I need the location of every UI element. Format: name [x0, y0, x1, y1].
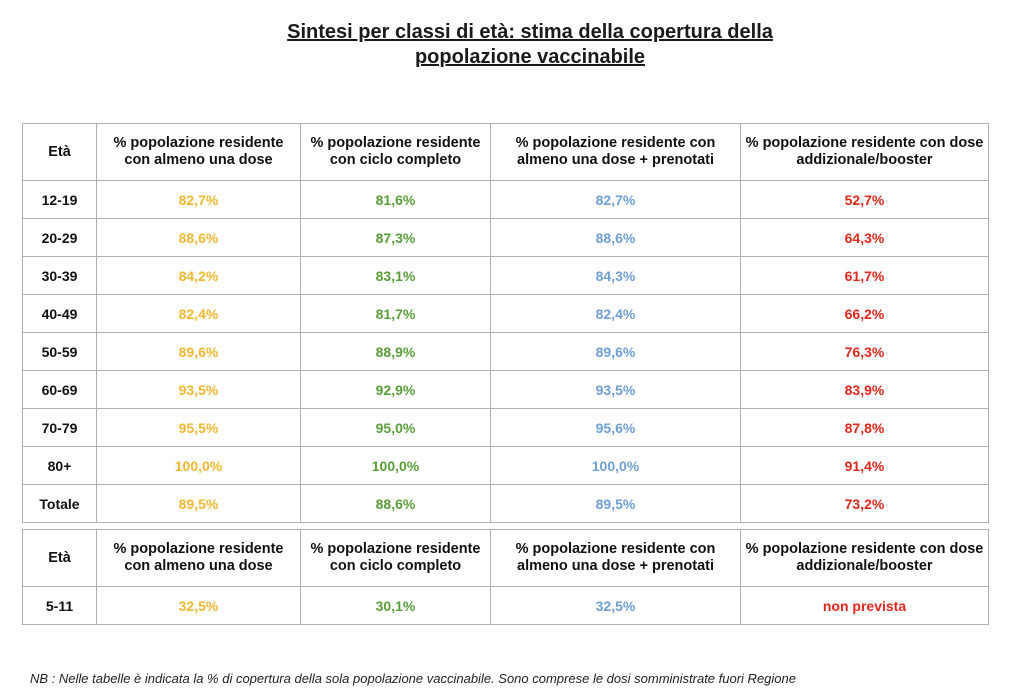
- age-cell: 5-11: [22, 586, 97, 625]
- value-cell: 95,0%: [300, 408, 491, 447]
- value-cell: 89,5%: [490, 484, 741, 523]
- age-cell: 80+: [22, 446, 97, 485]
- value-cell: 30,1%: [300, 586, 491, 625]
- coverage-table-children: Età % popolazione residente con almeno u…: [22, 529, 989, 625]
- title-line-2: popolazione vaccinabile: [414, 46, 646, 68]
- value-cell: 87,3%: [300, 218, 491, 257]
- title-line-1: Sintesi per classi di età: stima della c…: [287, 21, 773, 43]
- age-cell: Totale: [22, 484, 97, 523]
- value-cell: 82,7%: [96, 180, 301, 219]
- header-col4: % popolazione residente con dose addizio…: [740, 123, 989, 181]
- header-col4: % popolazione residente con dose addizio…: [740, 529, 989, 587]
- value-cell: 93,5%: [490, 370, 741, 409]
- age-cell: 20-29: [22, 218, 97, 257]
- age-cell: 50-59: [22, 332, 97, 371]
- header-row: Età % popolazione residente con almeno u…: [22, 529, 989, 587]
- value-cell: non prevista: [740, 586, 989, 625]
- value-cell: 100,0%: [490, 446, 741, 485]
- value-cell: 87,8%: [740, 408, 989, 447]
- table-row: 70-79 95,5% 95,0% 95,6% 87,8%: [22, 408, 989, 447]
- header-col1: % popolazione residente con almeno una d…: [96, 529, 301, 587]
- table-row: 60-69 93,5% 92,9% 93,5% 83,9%: [22, 370, 989, 409]
- value-cell: 66,2%: [740, 294, 989, 333]
- value-cell: 88,6%: [300, 484, 491, 523]
- value-cell: 88,6%: [490, 218, 741, 257]
- value-cell: 84,2%: [96, 256, 301, 295]
- value-cell: 82,7%: [490, 180, 741, 219]
- value-cell: 89,5%: [96, 484, 301, 523]
- footnote: NB : Nelle tabelle è indicata la % di co…: [30, 671, 796, 686]
- value-cell: 95,5%: [96, 408, 301, 447]
- value-cell: 91,4%: [740, 446, 989, 485]
- header-col2: % popolazione residente con ciclo comple…: [300, 123, 491, 181]
- value-cell: 61,7%: [740, 256, 989, 295]
- table-row: 30-39 84,2% 83,1% 84,3% 61,7%: [22, 256, 989, 295]
- value-cell: 82,4%: [96, 294, 301, 333]
- value-cell: 84,3%: [490, 256, 741, 295]
- value-cell: 93,5%: [96, 370, 301, 409]
- value-cell: 88,6%: [96, 218, 301, 257]
- value-cell: 89,6%: [96, 332, 301, 371]
- header-age: Età: [22, 529, 97, 587]
- header-col3: % popolazione residente con almeno una d…: [490, 123, 741, 181]
- value-cell: 88,9%: [300, 332, 491, 371]
- value-cell: 95,6%: [490, 408, 741, 447]
- header-col2: % popolazione residente con ciclo comple…: [300, 529, 491, 587]
- value-cell: 32,5%: [96, 586, 301, 625]
- value-cell: 83,1%: [300, 256, 491, 295]
- value-cell: 92,9%: [300, 370, 491, 409]
- value-cell: 76,3%: [740, 332, 989, 371]
- table-row: 12-19 82,7% 81,6% 82,7% 52,7%: [22, 180, 989, 219]
- value-cell: 73,2%: [740, 484, 989, 523]
- header-age: Età: [22, 123, 97, 181]
- header-row: Età % popolazione residente con almeno u…: [22, 123, 989, 181]
- value-cell: 83,9%: [740, 370, 989, 409]
- value-cell: 100,0%: [96, 446, 301, 485]
- age-cell: 12-19: [22, 180, 97, 219]
- table-row: 5-11 32,5% 30,1% 32,5% non prevista: [22, 586, 989, 625]
- age-cell: 60-69: [22, 370, 97, 409]
- table-row: 50-59 89,6% 88,9% 89,6% 76,3%: [22, 332, 989, 371]
- table-row: 20-29 88,6% 87,3% 88,6% 64,3%: [22, 218, 989, 257]
- value-cell: 52,7%: [740, 180, 989, 219]
- page-title: Sintesi per classi di età: stima della c…: [0, 20, 1024, 70]
- value-cell: 89,6%: [490, 332, 741, 371]
- table-row-total: Totale 89,5% 88,6% 89,5% 73,2%: [22, 484, 989, 523]
- age-cell: 30-39: [22, 256, 97, 295]
- table-row: 80+ 100,0% 100,0% 100,0% 91,4%: [22, 446, 989, 485]
- value-cell: 100,0%: [300, 446, 491, 485]
- value-cell: 32,5%: [490, 586, 741, 625]
- value-cell: 82,4%: [490, 294, 741, 333]
- header-col1: % popolazione residente con almeno una d…: [96, 123, 301, 181]
- header-col3: % popolazione residente con almeno una d…: [490, 529, 741, 587]
- table-row: 40-49 82,4% 81,7% 82,4% 66,2%: [22, 294, 989, 333]
- value-cell: 64,3%: [740, 218, 989, 257]
- value-cell: 81,6%: [300, 180, 491, 219]
- coverage-table-main: Età % popolazione residente con almeno u…: [22, 123, 989, 523]
- value-cell: 81,7%: [300, 294, 491, 333]
- age-cell: 40-49: [22, 294, 97, 333]
- age-cell: 70-79: [22, 408, 97, 447]
